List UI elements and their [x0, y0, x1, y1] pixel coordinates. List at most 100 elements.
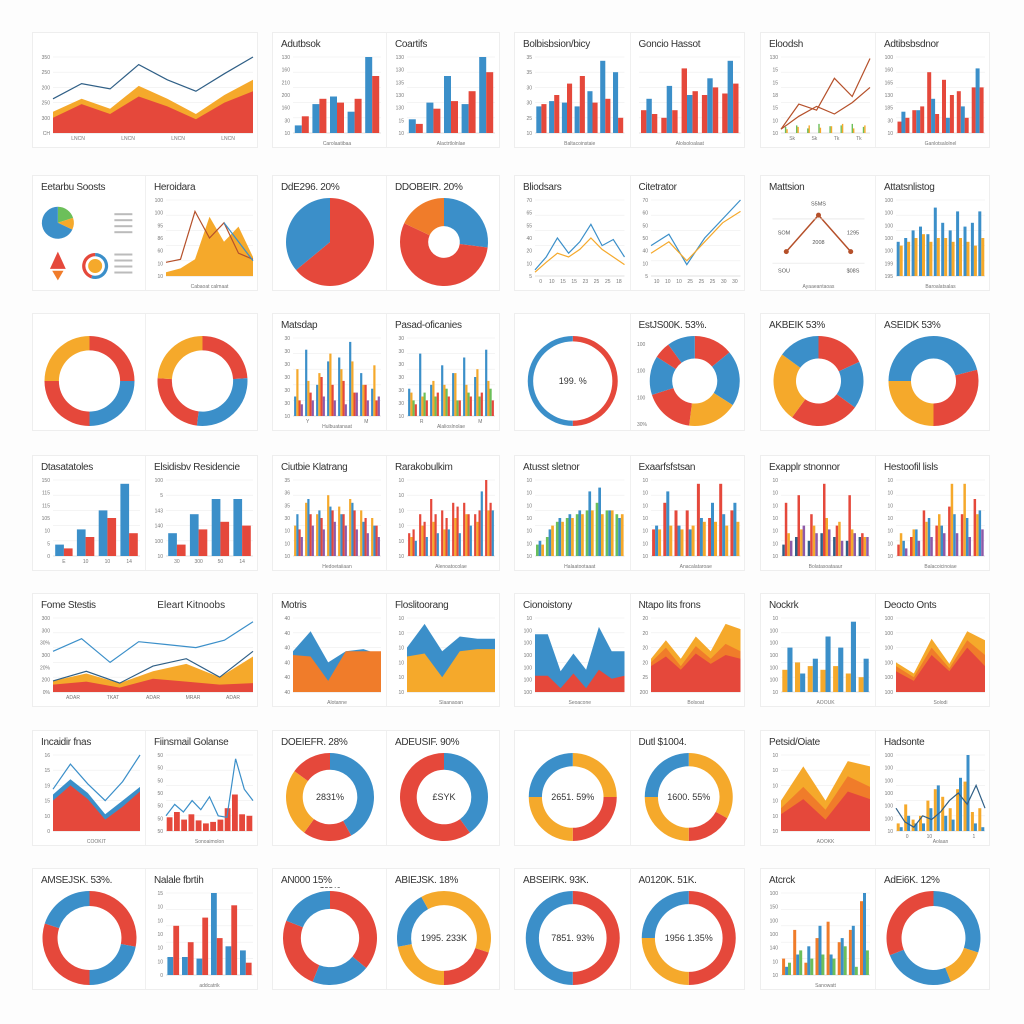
chart-card: DdE296. 20% DDOBEIR. 20%	[272, 175, 500, 291]
bar	[978, 808, 982, 831]
x-axis-label: Aolaan	[933, 839, 949, 845]
donut-segment	[528, 753, 573, 797]
area-layer	[293, 651, 381, 692]
chart-panel: ABIEJSK. 18% 1995. 233K	[386, 869, 499, 989]
bar	[911, 230, 915, 276]
bar	[707, 518, 711, 556]
bar	[536, 106, 542, 133]
bar	[342, 380, 345, 416]
bar	[211, 499, 221, 556]
legend-line	[114, 219, 133, 222]
x-tick-label: 30	[720, 279, 726, 285]
series-line	[534, 223, 626, 271]
bar	[331, 384, 334, 416]
bar	[487, 510, 490, 556]
donut-chart	[42, 891, 137, 985]
bar	[329, 353, 332, 416]
bar	[327, 495, 330, 556]
bar	[782, 669, 788, 692]
donut-chart: 1600. 55%	[644, 753, 733, 841]
donut-segment	[44, 336, 90, 381]
donut-segment	[572, 753, 617, 797]
bar	[217, 819, 224, 831]
bar	[458, 533, 461, 556]
bar	[456, 400, 459, 416]
x-tick-label: 10	[927, 834, 933, 840]
x-tick-label: 30	[732, 279, 738, 285]
donut-chart: 199. %	[527, 336, 618, 426]
chart-title: Bliodsars	[523, 182, 562, 193]
bar	[430, 384, 433, 416]
bar	[480, 392, 483, 416]
bar	[963, 781, 967, 831]
legend-line	[114, 231, 133, 234]
y-tick-label: 250	[42, 70, 51, 76]
bar-chart: Alolsoloalaat	[638, 56, 740, 147]
y-tick-label: 10	[284, 541, 290, 547]
bar	[421, 396, 424, 416]
y-tick-label: 10	[772, 690, 778, 696]
y-tick-label: 20	[642, 646, 648, 652]
x-axis-label: Sonoaimolon	[195, 839, 224, 845]
bar	[930, 537, 933, 556]
bar	[671, 110, 678, 133]
bar	[686, 95, 692, 133]
bar	[541, 544, 544, 556]
y-tick-label: 200	[42, 678, 51, 684]
y-tick-label: 350	[42, 55, 51, 61]
bar	[168, 533, 177, 556]
bar	[981, 827, 985, 831]
bar	[305, 502, 308, 556]
bar	[233, 499, 243, 556]
chart-card: AN000 15%103% ABIEJSK. 18% 1995. 233K	[272, 868, 500, 990]
x-axis-label: Baltacoinstaie	[564, 141, 595, 147]
bar	[866, 537, 869, 556]
y-tick-label: 10	[398, 539, 404, 545]
bar	[943, 533, 946, 556]
donut-segment	[818, 336, 860, 372]
series-line	[780, 58, 871, 130]
donut-segment	[397, 944, 444, 985]
bar	[618, 117, 624, 133]
donut-segment	[286, 771, 314, 833]
bar	[474, 377, 477, 416]
y-tick-label: 5	[645, 274, 648, 280]
bar	[548, 529, 552, 556]
bar	[953, 514, 956, 556]
bar	[799, 950, 803, 975]
donut-segment	[44, 381, 90, 426]
bar	[360, 510, 363, 556]
area-layer	[407, 649, 495, 692]
y-tick-label: 100	[770, 653, 779, 659]
x-tick-label: 10	[676, 279, 682, 285]
donut-segment	[711, 352, 740, 406]
y-tick-label: 5	[529, 274, 532, 280]
bar	[476, 521, 479, 556]
bar	[322, 529, 325, 556]
bar-chart: 10 10 10 10 10 10 10 Halaatootaaat	[526, 478, 625, 570]
chart-title: DOEIEFR. 28%	[281, 737, 348, 748]
chart-panel: Attatsnlistog 195 199 100 100 100 100 100 Baroal…	[875, 176, 989, 290]
bar	[948, 230, 952, 276]
bar	[706, 78, 713, 133]
bar	[833, 666, 839, 692]
y-tick-label: 10	[526, 491, 532, 497]
chart-panel: 199. %	[515, 314, 630, 430]
chart-card: AMSEJSK. 53%. Nalale fbrtih 0 10 10 10 10 10 15 a…	[32, 868, 258, 990]
x-tick-label: 10	[105, 559, 111, 565]
bar	[853, 533, 856, 556]
y-tick-label: 143	[155, 508, 164, 514]
bar	[541, 104, 547, 133]
y-tick-label: 30	[284, 336, 290, 342]
chart-card: Fome Stestis Eleart Kitnoobs 0% 200 20% 300 30…	[32, 593, 258, 707]
y-tick-label: 10	[398, 675, 404, 681]
y-tick-label: 300	[42, 653, 51, 659]
bar	[307, 380, 310, 416]
series-line	[52, 56, 254, 100]
bar	[820, 533, 823, 556]
bar	[307, 499, 310, 556]
bar	[819, 127, 822, 133]
bar	[120, 483, 130, 556]
chart-title: Nockrk	[769, 600, 799, 611]
bar	[688, 529, 692, 556]
